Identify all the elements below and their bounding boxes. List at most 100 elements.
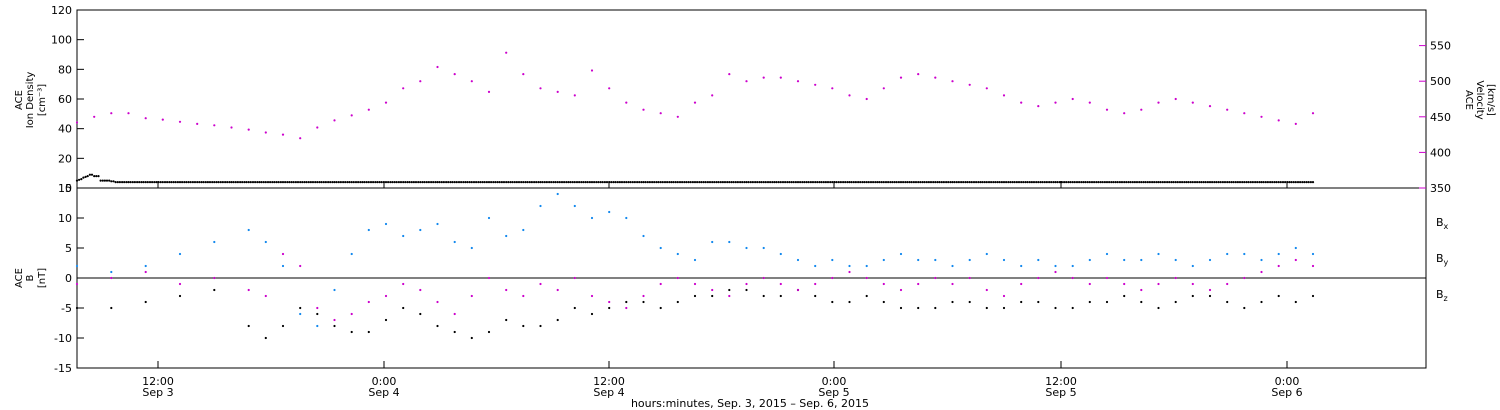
density-point-463 [1069, 181, 1072, 184]
density-point-547 [1249, 181, 1252, 184]
density-point-147 [391, 181, 394, 184]
density-point-369 [867, 181, 870, 184]
density-point-565 [1288, 181, 1291, 184]
by-point-26 [608, 210, 611, 214]
bx-point-4 [213, 288, 216, 292]
density-point-338 [801, 181, 804, 184]
b-tick-label-1: -10 [54, 332, 72, 345]
bx-point-61 [1208, 294, 1212, 298]
bz-point-27 [625, 306, 628, 310]
density-point-373 [876, 181, 879, 184]
density-point-245 [601, 181, 604, 184]
legend-bx: Bx [1436, 216, 1449, 231]
density-point-260 [633, 181, 637, 184]
density-point-325 [773, 181, 776, 184]
bx-point-22 [539, 324, 542, 328]
density-point-105 [301, 181, 304, 184]
density-point-56 [196, 181, 199, 184]
density-point-310 [741, 181, 744, 184]
density-point-452 [1045, 181, 1048, 184]
density-point-48 [178, 181, 182, 184]
by-point-66 [1294, 246, 1297, 250]
density-point-171 [442, 181, 445, 184]
bz-point-16 [436, 300, 439, 304]
density-point-223 [554, 181, 557, 184]
bottom-panel-series [75, 192, 1315, 340]
density-point-389 [910, 181, 913, 184]
by-point-48 [985, 252, 988, 256]
density-point-322 [766, 181, 770, 184]
velocity-point-52 [968, 83, 971, 86]
density-point-520 [1191, 181, 1194, 184]
density-point-524 [1200, 181, 1203, 184]
bz-point-15 [419, 288, 422, 292]
x-tick-time-3: 0:00 [822, 375, 847, 388]
x-tick-time-4: 12:00 [1045, 375, 1077, 388]
velocity-point-7 [196, 122, 199, 125]
density-point-204 [513, 181, 516, 184]
b-ylabel-line3: [nT] [37, 268, 48, 288]
density-point-447 [1035, 181, 1038, 184]
velocity-ylabel-line1: ACE [1463, 90, 1474, 110]
density-point-186 [475, 181, 478, 184]
bx-point-7 [281, 324, 285, 328]
density-point-284 [685, 181, 688, 184]
bx-point-5 [247, 324, 250, 328]
density-point-530 [1213, 181, 1216, 184]
density-point-372 [874, 181, 877, 184]
velocity-point-36 [693, 101, 697, 104]
density-point-571 [1301, 181, 1304, 184]
by-point-14 [402, 234, 405, 238]
density-point-57 [198, 181, 201, 184]
density-point-370 [869, 181, 873, 184]
density-point-112 [316, 181, 319, 184]
density-point-60 [204, 181, 207, 184]
density-point-110 [311, 181, 315, 184]
bx-point-35 [762, 294, 765, 298]
density-point-6 [88, 173, 91, 176]
velocity-point-41 [779, 76, 782, 79]
density-point-242 [595, 181, 598, 184]
bz-point-24 [573, 276, 576, 280]
density-point-83 [254, 181, 257, 184]
density-point-135 [365, 181, 368, 184]
density-point-335 [794, 181, 798, 184]
density-point-268 [651, 181, 654, 184]
density-point-41 [163, 181, 167, 184]
density-point-455 [1052, 181, 1055, 184]
velocity-point-6 [178, 120, 182, 123]
density-point-185 [472, 181, 476, 184]
density-point-128 [350, 181, 353, 184]
density-point-439 [1017, 181, 1021, 184]
density-point-391 [914, 181, 918, 184]
by-point-12 [367, 228, 370, 232]
b-tick-label-0: -15 [54, 362, 72, 375]
by-point-32 [711, 240, 714, 244]
bz-point-35 [762, 276, 765, 280]
density-point-195 [494, 181, 497, 184]
density-point-560 [1277, 181, 1280, 184]
density-point-351 [829, 181, 832, 184]
density-point-18 [114, 181, 117, 184]
density-point-203 [511, 181, 514, 184]
density-point-436 [1011, 181, 1014, 184]
by-point-64 [1260, 258, 1263, 262]
density-point-531 [1215, 181, 1218, 184]
density-point-117 [327, 181, 330, 184]
density-point-331 [786, 181, 789, 184]
density-point-456 [1054, 181, 1057, 184]
density-point-517 [1185, 181, 1188, 184]
density-point-393 [919, 181, 922, 184]
velocity-point-2 [110, 112, 113, 115]
density-point-71 [228, 181, 231, 184]
density-point-76 [239, 181, 242, 184]
bz-point-56 [1123, 282, 1126, 286]
by-point-62 [1226, 252, 1229, 256]
density-point-511 [1172, 181, 1175, 184]
density-point-279 [674, 181, 677, 184]
density-point-350 [826, 181, 830, 184]
bz-point-14 [402, 282, 405, 286]
density-point-225 [558, 181, 561, 184]
density-point-11 [99, 179, 102, 182]
bx-point-12 [367, 330, 370, 334]
